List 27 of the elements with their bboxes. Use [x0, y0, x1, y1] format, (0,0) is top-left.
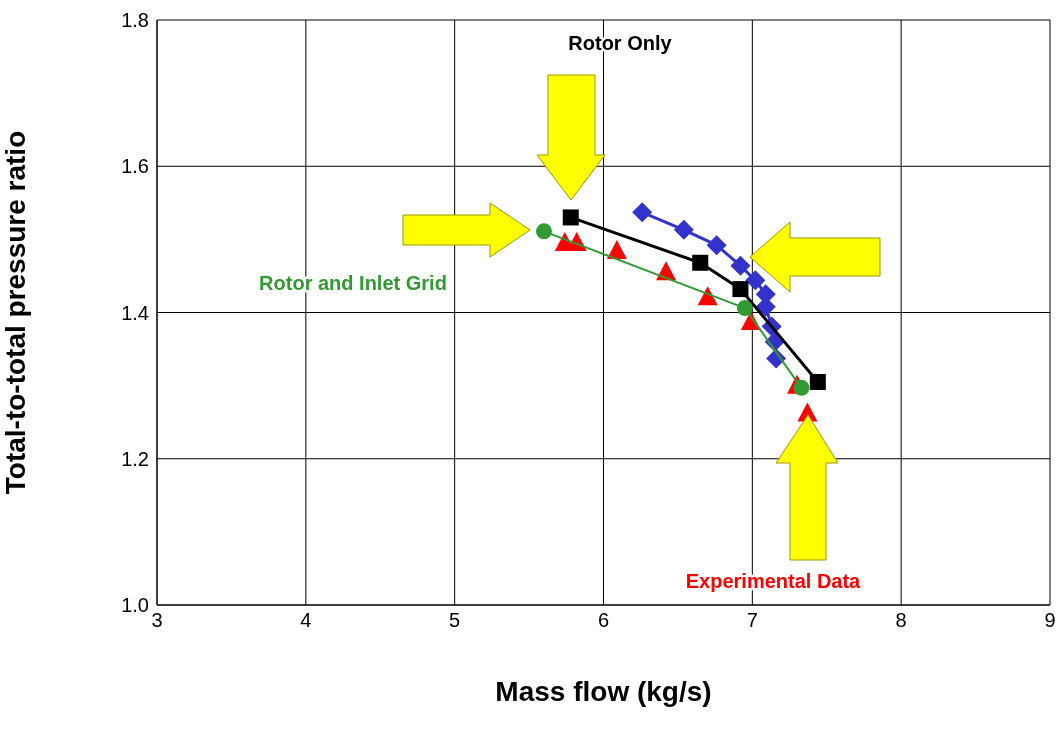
x-tick-label: 5	[449, 609, 461, 632]
x-tick-label: 7	[746, 609, 758, 632]
y-tick-label: 1.4	[121, 301, 149, 324]
point	[673, 219, 694, 240]
y-axis-title: Total-to-total pressure ratio	[0, 130, 31, 495]
x-tick-label: 4	[300, 609, 312, 632]
point	[706, 235, 727, 256]
point	[692, 254, 709, 271]
point	[809, 373, 826, 390]
x-axis-title: Mass flow (kg/s)	[495, 676, 712, 707]
point	[730, 255, 751, 276]
y-tick-label: 1.8	[121, 9, 149, 32]
x-tick-label: 6	[597, 609, 610, 632]
point	[632, 202, 653, 223]
y-tick-label: 1.0	[121, 594, 149, 617]
x-tick-label: 3	[151, 609, 163, 632]
point	[562, 209, 579, 226]
point	[745, 270, 766, 291]
point	[793, 379, 810, 396]
x-tick-label: 9	[1044, 609, 1056, 632]
x-tick-label: 8	[895, 609, 907, 632]
point	[606, 240, 627, 260]
y-tick-label: 1.6	[121, 155, 149, 178]
point	[535, 223, 552, 240]
point	[736, 300, 753, 317]
point	[732, 281, 749, 298]
y-tick-label: 1.2	[121, 447, 149, 470]
